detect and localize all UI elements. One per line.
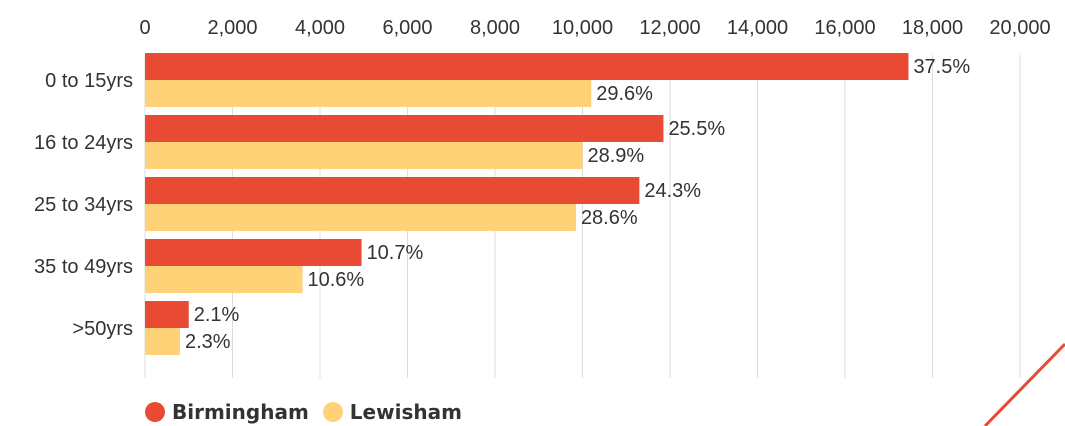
legend-item-lewisham[interactable]: Lewisham [322,400,462,424]
bar-birmingham[interactable] [145,301,189,328]
data-label: 10.6% [308,269,365,291]
bar-lewisham[interactable] [145,80,592,107]
category-label: 0 to 15yrs [45,70,133,92]
x-tick-label: 8,000 [470,17,520,39]
data-label: 29.6% [596,83,653,105]
x-tick-label: 18,000 [902,17,963,39]
x-tick-label: 6,000 [382,17,432,39]
x-tick-label: 20,000 [989,17,1050,39]
x-tick-label: 10,000 [552,17,613,39]
decorative-accent-line [983,342,1065,426]
data-label: 10.7% [367,242,424,264]
bars [145,53,909,355]
bar-lewisham[interactable] [145,142,583,169]
category-label: 35 to 49yrs [34,256,133,278]
legend-item-birmingham[interactable]: Birmingham [145,400,309,424]
x-tick-label: 14,000 [727,17,788,39]
x-tick-label: 2,000 [207,17,257,39]
data-label: 28.6% [581,207,638,229]
bar-lewisham[interactable] [145,266,303,293]
data-label: 2.1% [194,304,240,326]
bar-birmingham[interactable] [145,177,640,204]
bar-birmingham[interactable] [145,115,664,142]
legend-swatch-lewisham [322,402,343,422]
bar-birmingham[interactable] [145,53,909,80]
legend-swatch-birmingham [145,402,165,422]
data-label: 28.9% [588,145,645,167]
x-axis-ticks: 0 2,000 4,000 6,000 8,000 10,000 12,000 14,000 1… [139,17,1050,39]
data-label: 24.3% [644,180,701,202]
x-tick-label: 12,000 [639,17,700,39]
data-label: 2.3% [185,331,231,353]
category-labels: 0 to 15yrs 16 to 24yrs 25 to 34yrs 35 to 49… [34,70,133,340]
legend-label-birmingham: Birmingham [172,400,309,424]
category-label: 16 to 24yrs [34,132,133,154]
data-label: 25.5% [668,118,725,140]
bar-birmingham[interactable] [145,239,362,266]
legend: Birmingham Lewisham [145,400,476,424]
category-label: 25 to 34yrs [34,194,133,216]
bar-lewisham[interactable] [145,328,180,355]
x-tick-label: 0 [139,17,150,39]
data-labels: 37.5% 29.6% 25.5% 28.9% 24.3% 28.6% 10.7%10.6%… [185,56,970,353]
category-label: >50yrs [72,318,133,340]
legend-label-lewisham: Lewisham [349,400,462,424]
x-tick-label: 16,000 [814,17,875,39]
x-tick-label: 4,000 [295,17,345,39]
bar-lewisham[interactable] [145,204,576,231]
data-label: 37.5% [913,56,970,78]
